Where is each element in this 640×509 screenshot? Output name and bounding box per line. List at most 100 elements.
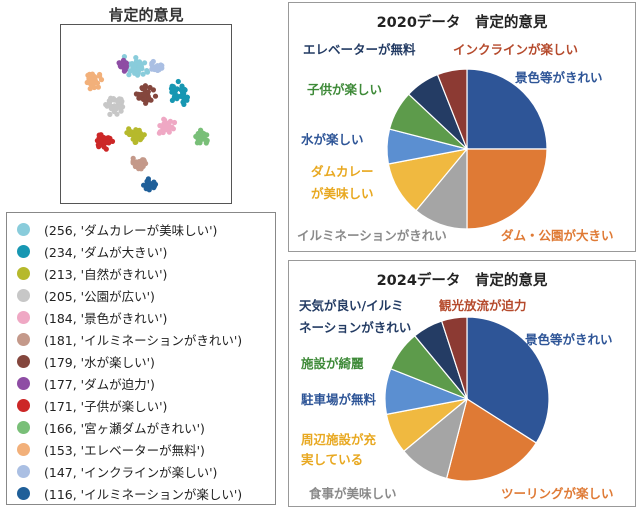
pie2024-label-scenery: 景色等がきれい — [525, 332, 613, 347]
scatter-point — [141, 92, 148, 98]
scatter-point — [132, 133, 138, 139]
legend-item: (116, 'イルミネーションが楽しい') — [7, 483, 242, 503]
legend-item: (166, '宮ヶ瀬ダムがきれい') — [7, 417, 205, 437]
legend-item: (181, 'イルミネーションがきれい') — [7, 329, 242, 349]
legend-swatch — [17, 464, 30, 478]
legend-swatch — [17, 442, 30, 456]
scatter-point — [138, 163, 144, 169]
scatter-point — [136, 91, 142, 97]
scatter-point — [172, 92, 178, 98]
pie-slice — [440, 316, 468, 400]
pie2024-label-weather-2: ネーションがきれい — [299, 320, 412, 335]
legend-swatch — [17, 244, 30, 258]
pie-slice — [466, 148, 548, 230]
scatter-point — [116, 96, 122, 102]
pie2020-label-illumination: イルミネーションがきれい — [297, 228, 447, 243]
scatter-point — [140, 71, 146, 77]
scatter-point — [170, 84, 176, 90]
pie-panel-2024: 2024データ 肯定的意見 景色等がきれい ツーリングが楽しい 食事が美味しい … — [288, 260, 636, 507]
legend-label: (179, '水が楽しい') — [44, 354, 155, 370]
cluster-scatter-plot — [60, 24, 232, 204]
scatter-point — [152, 93, 159, 99]
legend-swatch — [17, 376, 30, 390]
pie-title-2024: 2024データ 肯定的意見 — [376, 273, 548, 289]
legend-item: (179, '水が楽しい') — [7, 351, 155, 371]
legend-label: (177, 'ダムが迫力') — [44, 376, 155, 392]
pie2020-label-dam-curry-1: ダムカレー — [311, 164, 374, 179]
legend-swatch — [17, 420, 30, 434]
pie2020-label-dam-park: ダム・公園が大きい — [501, 228, 614, 243]
scatter-point — [175, 78, 181, 85]
scatter-point — [161, 121, 167, 127]
scatter-point — [96, 143, 103, 149]
scatter-point — [123, 62, 129, 69]
scatter-point — [157, 123, 163, 129]
pie-title-2020: 2020データ 肯定的意見 — [376, 15, 548, 31]
scatter-point — [184, 94, 190, 100]
legend-item: (256, 'ダムカレーが美味しい') — [7, 219, 217, 239]
scatter-point — [89, 71, 95, 77]
scatter-point — [146, 96, 152, 102]
scatter-point — [145, 89, 151, 95]
pie2020-label-water: 水が楽しい — [301, 132, 364, 147]
scatter-point — [198, 137, 204, 143]
scatter-point — [170, 126, 176, 132]
scatter-point — [101, 144, 107, 150]
scatter-point — [167, 118, 173, 124]
scatter-point — [157, 129, 163, 135]
legend-swatch — [17, 354, 30, 368]
pie2024-label-discharge: 観光放流が迫力 — [439, 298, 527, 313]
pie-panel-2020: 2020データ 肯定的意見 景色等がきれい ダム・公園が大きい イルミネーション… — [288, 2, 636, 252]
pie-chart-2020 — [386, 68, 548, 230]
pie2024-label-weather-1: 天気が良い/イルミ — [299, 298, 404, 313]
scatter-point — [198, 127, 204, 133]
scatter-point — [118, 108, 124, 114]
scatter-point — [194, 140, 200, 146]
scatter-point — [133, 55, 139, 61]
pie2020-label-scenery: 景色等がきれい — [515, 70, 603, 85]
legend-item: (171, '子供が楽しい') — [7, 395, 167, 415]
legend-swatch — [17, 310, 30, 324]
scatter-legend: (256, 'ダムカレーが美味しい') (234, 'ダムが大きい') (213… — [6, 212, 276, 505]
legend-swatch — [17, 398, 30, 412]
pie-slice — [466, 68, 548, 150]
legend-item: (234, 'ダムが大きい') — [7, 241, 167, 261]
scatter-point — [134, 59, 140, 66]
scatter-point — [142, 60, 148, 66]
scatter-point — [98, 77, 105, 83]
scatter-point — [161, 116, 167, 122]
legend-swatch — [17, 332, 30, 346]
scatter-point — [169, 97, 175, 103]
legend-label: (181, 'イルミネーションがきれい') — [44, 332, 243, 348]
scatter-point — [204, 137, 210, 144]
scatter-point — [103, 102, 109, 108]
scatter-point — [139, 134, 145, 140]
scatter-point — [155, 65, 161, 71]
scatter-point — [130, 155, 136, 161]
legend-label: (171, '子供が楽しい') — [44, 398, 168, 414]
scatter-point — [95, 84, 101, 90]
scatter-svg — [84, 54, 210, 193]
scatter-point — [109, 138, 116, 144]
scatter-point — [142, 85, 148, 91]
scatter-point — [150, 87, 156, 93]
scatter-point — [151, 179, 157, 185]
scatter-point — [202, 132, 208, 138]
legend-swatch — [17, 288, 30, 302]
legend-swatch — [17, 222, 30, 236]
legend-item: (205, '公園が広い') — [7, 285, 155, 305]
scatter-point — [143, 100, 149, 106]
legend-item: (147, 'インクラインが楽しい') — [7, 461, 217, 481]
pie2024-label-food: 食事が美味しい — [309, 486, 397, 501]
pie2020-label-incline: インクラインが楽しい — [453, 42, 579, 57]
legend-label: (256, 'ダムカレーが美味しい') — [44, 222, 218, 238]
legend-item: (184, '景色がきれい') — [7, 307, 167, 327]
scatter-point — [130, 63, 136, 69]
legend-label: (147, 'インクラインが楽しい') — [44, 464, 218, 480]
scatter-point — [126, 72, 132, 78]
scatter-point — [107, 111, 113, 117]
legend-item: (213, '自然がきれい') — [7, 263, 167, 283]
scatter-title: 肯定的意見 — [108, 6, 184, 24]
scatter-point — [113, 104, 119, 110]
scatter-point — [105, 138, 111, 144]
